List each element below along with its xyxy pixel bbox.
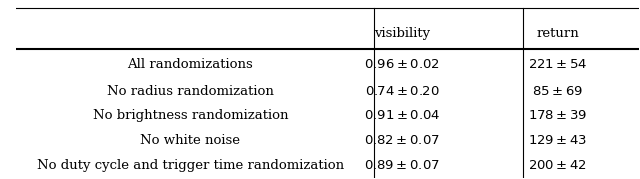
Text: $0.91 \pm 0.04$: $0.91 \pm 0.04$ <box>364 109 440 122</box>
Text: $178 \pm 39$: $178 \pm 39$ <box>528 109 588 122</box>
Text: No white noise: No white noise <box>140 134 241 147</box>
Text: $200 \pm 42$: $200 \pm 42$ <box>528 159 588 172</box>
Text: $85 \pm 69$: $85 \pm 69$ <box>532 85 583 98</box>
Text: No duty cycle and trigger time randomization: No duty cycle and trigger time randomiza… <box>37 159 344 172</box>
Text: No radius randomization: No radius randomization <box>107 85 274 98</box>
Text: No brightness randomization: No brightness randomization <box>93 109 288 122</box>
Text: $0.82 \pm 0.07$: $0.82 \pm 0.07$ <box>364 134 440 147</box>
Text: $0.96 \pm 0.02$: $0.96 \pm 0.02$ <box>364 58 440 71</box>
Text: $129 \pm 43$: $129 \pm 43$ <box>528 134 588 147</box>
Text: $221 \pm 54$: $221 \pm 54$ <box>528 58 588 71</box>
Text: All randomizations: All randomizations <box>127 58 253 71</box>
Text: $0.89 \pm 0.07$: $0.89 \pm 0.07$ <box>364 159 440 172</box>
Text: return: return <box>536 27 579 40</box>
Text: $0.74 \pm 0.20$: $0.74 \pm 0.20$ <box>365 85 439 98</box>
Text: visibility: visibility <box>374 27 430 40</box>
